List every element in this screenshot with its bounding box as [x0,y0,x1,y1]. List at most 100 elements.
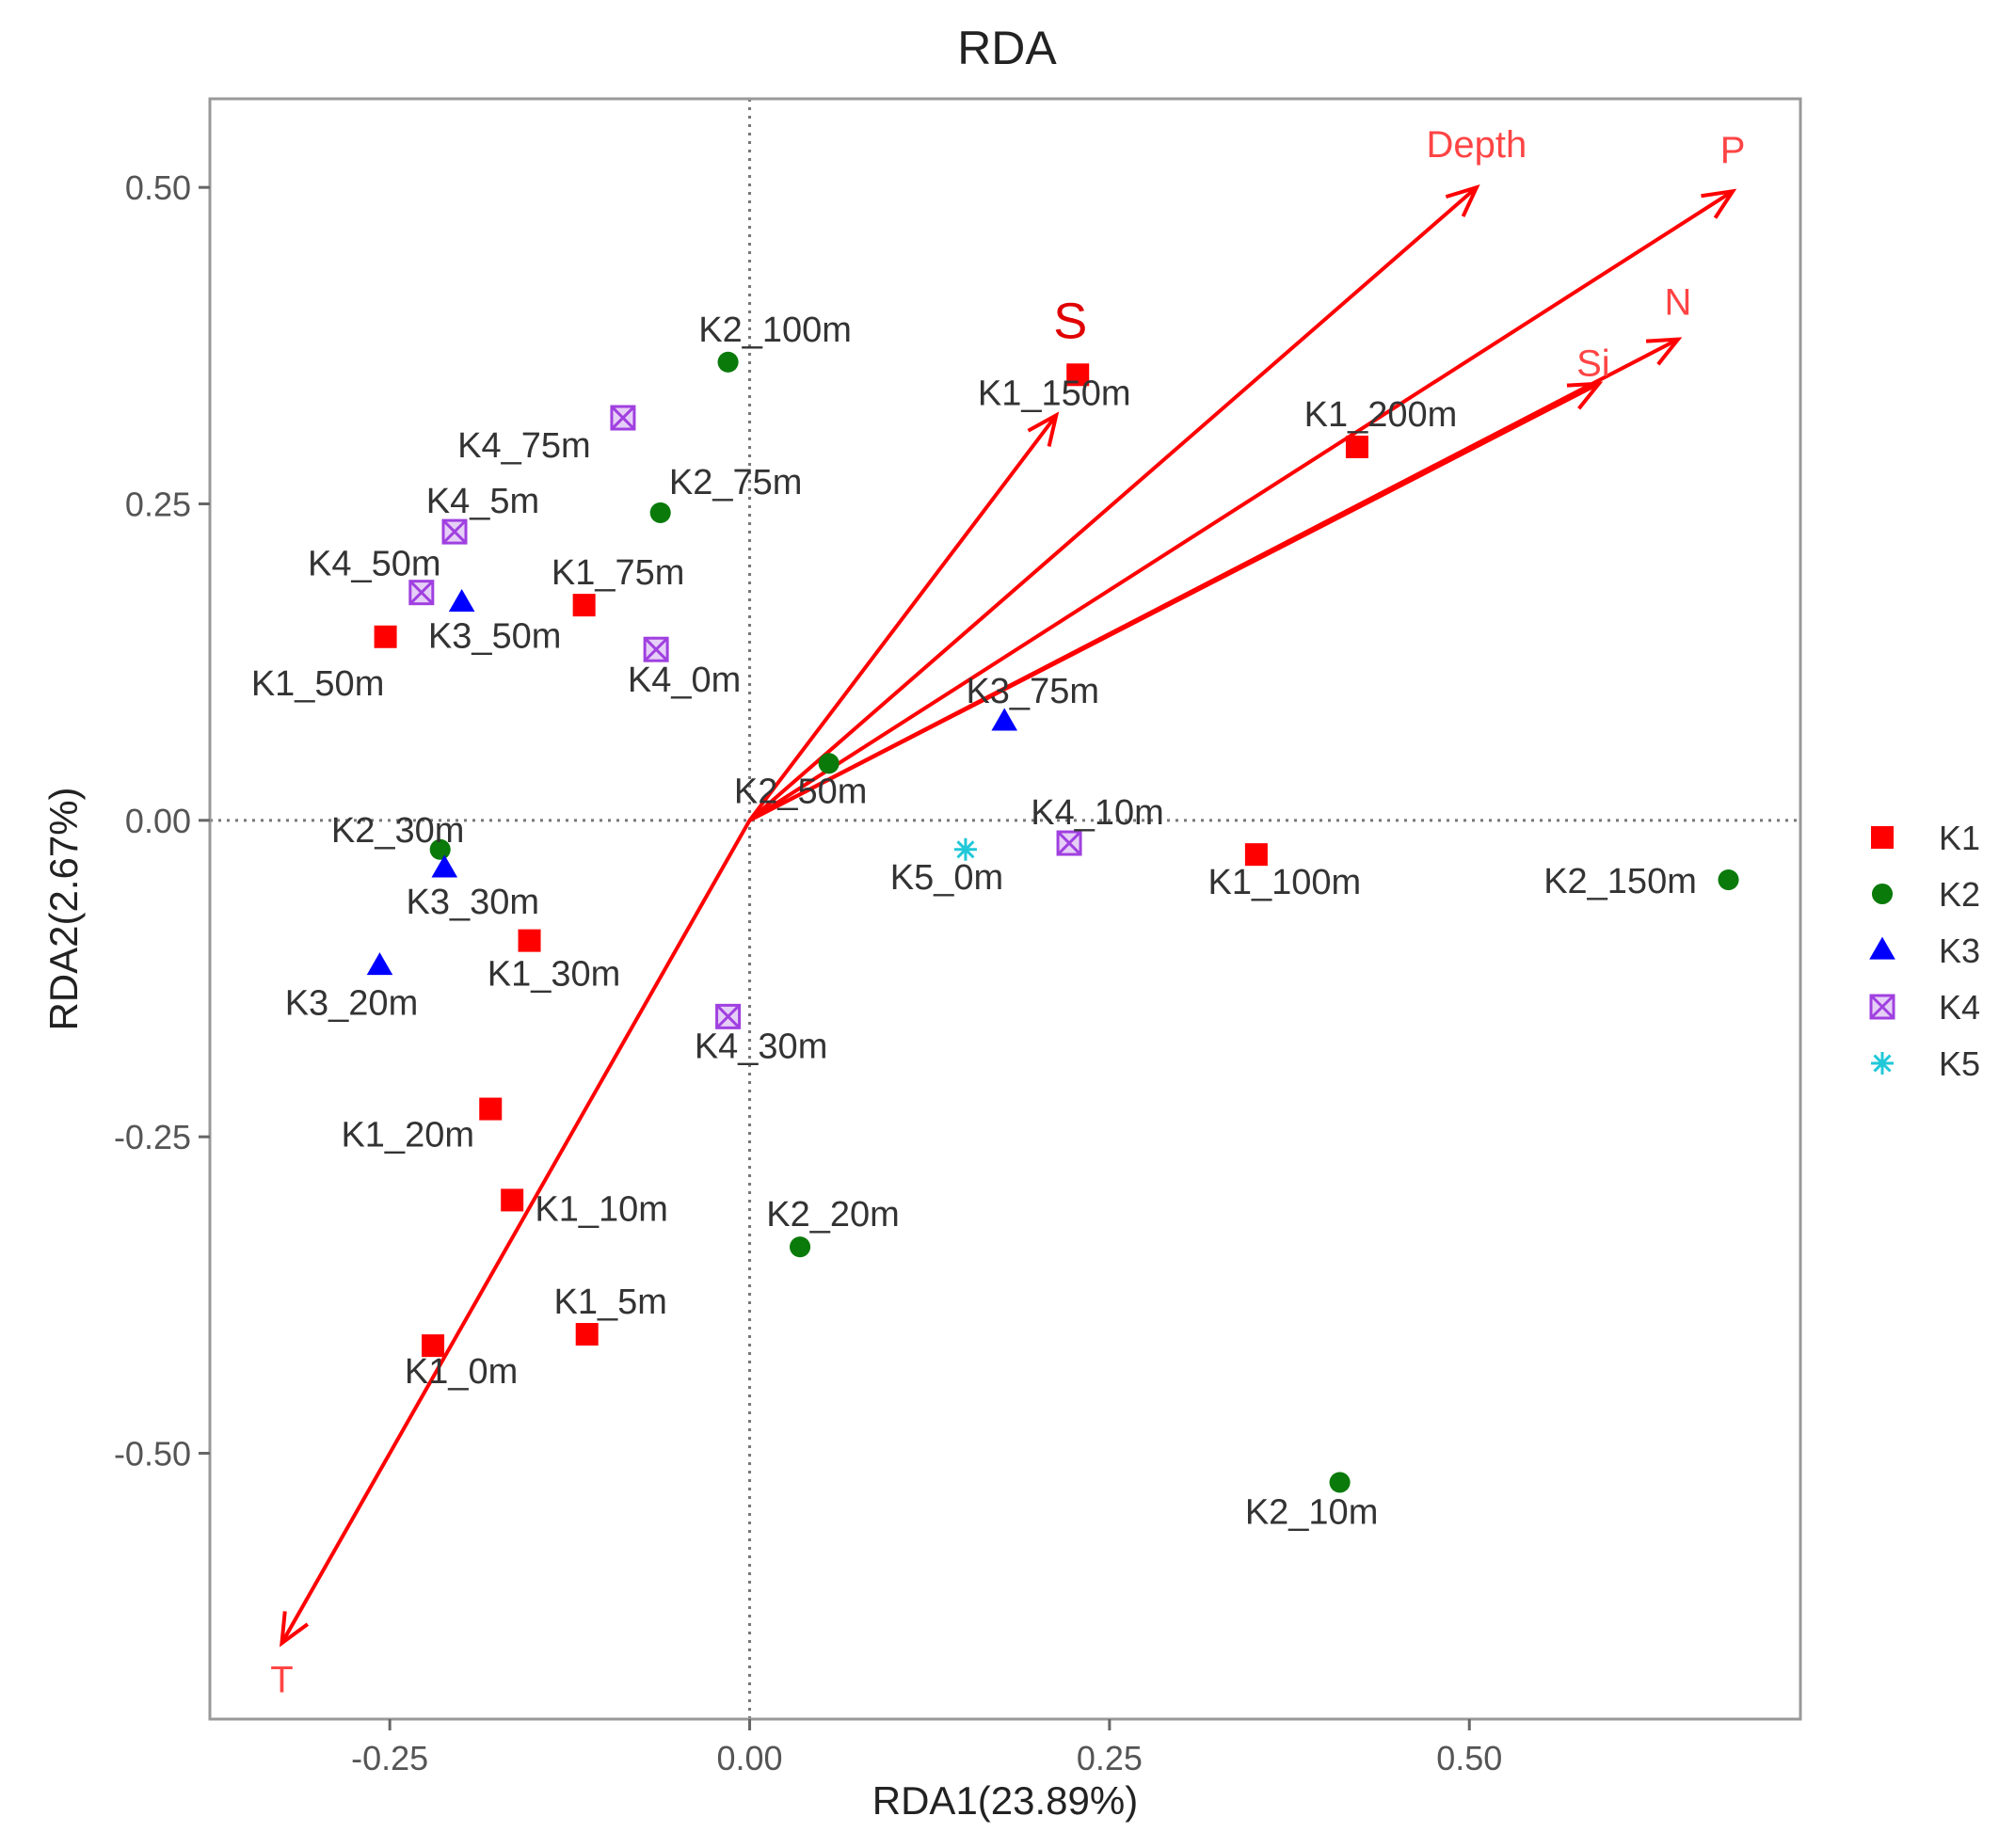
point-k5_0m [953,837,977,861]
point-label: K4_50m [308,545,441,584]
point-label: K3_75m [966,672,1099,711]
vector-arrowhead [1701,188,1737,219]
legend: K1 K2 K3 K4 K5 [1869,819,1980,1083]
point-label: K1_30m [488,955,621,995]
point-k2_20m [790,1236,811,1258]
vector-arrowhead [1445,183,1480,217]
point-label: K2_10m [1245,1492,1379,1532]
chart-title: RDA [957,22,1057,74]
legend-label: K4 [1939,988,1980,1027]
point-label: K2_50m [734,772,868,811]
legend-key-k4 [1869,994,1895,1020]
point-k1_30m [518,929,541,952]
legend-label: K5 [1939,1044,1980,1083]
point-label: K1_75m [552,553,685,593]
point-label: K1_100m [1208,863,1362,902]
y-tick-label: -0.25 [114,1118,191,1156]
point-k2_50m [818,753,840,774]
legend-label: K3 [1939,932,1980,970]
vector-label: S [1053,293,1087,349]
vector-label: N [1665,282,1692,324]
point-k4_30m [715,1003,742,1029]
point-k4_75m [610,405,636,431]
y-tick-label: 0.25 [125,486,191,524]
vector-label: Depth [1427,124,1527,166]
point-label: K2_100m [698,311,852,350]
vector-s [747,414,1058,822]
point-label: K2_30m [331,811,465,851]
sample-points [366,351,1739,1493]
vector-p [748,189,1735,822]
point-label: K5_0m [890,858,1003,898]
x-tick-label: 0.00 [716,1739,782,1777]
point-k1_75m [572,594,596,617]
point-k1_200m [1345,435,1368,458]
plot-border [208,97,1802,1721]
legend-label: K2 [1939,875,1980,914]
legend-key-k3 [1869,936,1895,960]
point-label: K1_5m [554,1282,667,1322]
point-k2_100m [717,351,739,373]
vector-label: P [1720,130,1746,171]
point-label: K2_150m [1543,862,1697,901]
vector-arrowhead [280,1611,310,1648]
point-k1_100m [1244,843,1268,867]
point-k3_30m [431,854,458,878]
point-k1_50m [374,625,397,648]
point-label: K1_10m [535,1189,668,1229]
vector-label: T [270,1659,293,1700]
vector-arrowhead [1027,411,1060,447]
point-label: K2_75m [669,463,803,502]
y-tick-label: -0.50 [114,1434,191,1473]
vector-t [280,819,752,1645]
legend-label: K1 [1939,819,1980,857]
point-label: K4_75m [457,426,591,466]
point-label: K1_20m [341,1116,474,1155]
point-k3_50m [448,589,475,613]
point-label: K1_50m [251,664,385,704]
x-axis: -0.25 0.00 0.25 0.50 [351,1719,1502,1777]
y-axis-title: RDA2(2.67%) [41,787,86,1030]
x-tick-label: 0.50 [1436,1739,1502,1777]
x-tick-label: -0.25 [351,1739,428,1777]
point-label: K1_0m [405,1352,518,1392]
point-k4_5m [441,518,468,545]
point-k2_150m [1718,869,1739,891]
point-k2_75m [649,502,671,523]
point-k1_5m [575,1323,599,1346]
point-k1_20m [479,1097,503,1121]
point-label: K4_0m [628,661,741,700]
legend-key-k2 [1871,883,1894,905]
point-k3_20m [366,952,393,976]
y-tick-label: 0.50 [125,168,191,207]
point-k1_10m [501,1188,524,1212]
point-label: K3_50m [428,616,562,656]
point-label: K4_30m [695,1027,828,1066]
point-k1_0m [422,1334,445,1358]
point-label: K4_5m [426,482,539,521]
point-k2_30m [429,838,451,860]
legend-key-k5 [1871,1052,1894,1075]
point-k1_150m [1066,363,1090,387]
point-k3_75m [991,708,1018,731]
point-k4_10m [1056,830,1082,856]
plot-area [210,99,1800,1719]
reference-lines [210,99,1800,1719]
point-label: K2_20m [766,1195,900,1235]
sample-labels: K1_0m K1_5m K1_10m K1_20m K1_30m K1_50m K1_75m… [251,311,1697,1533]
y-axis: -0.50 -0.25 0.00 0.25 0.50 [114,168,210,1473]
vector-label: Si [1576,343,1610,385]
x-axis-title: RDA1(23.89%) [872,1778,1138,1823]
point-k4_0m [643,636,669,662]
point-label: K1_200m [1304,395,1458,435]
vector-depth [748,185,1479,822]
vector-si [748,381,1600,822]
vector-arrowhead [1566,381,1604,410]
vector-arrowhead [1645,337,1683,366]
x-tick-label: 0.25 [1077,1739,1143,1777]
y-tick-label: 0.00 [125,802,191,840]
point-label: K3_30m [407,883,540,922]
point-label: K3_20m [285,984,419,1024]
legend-key-k1 [1871,826,1894,849]
